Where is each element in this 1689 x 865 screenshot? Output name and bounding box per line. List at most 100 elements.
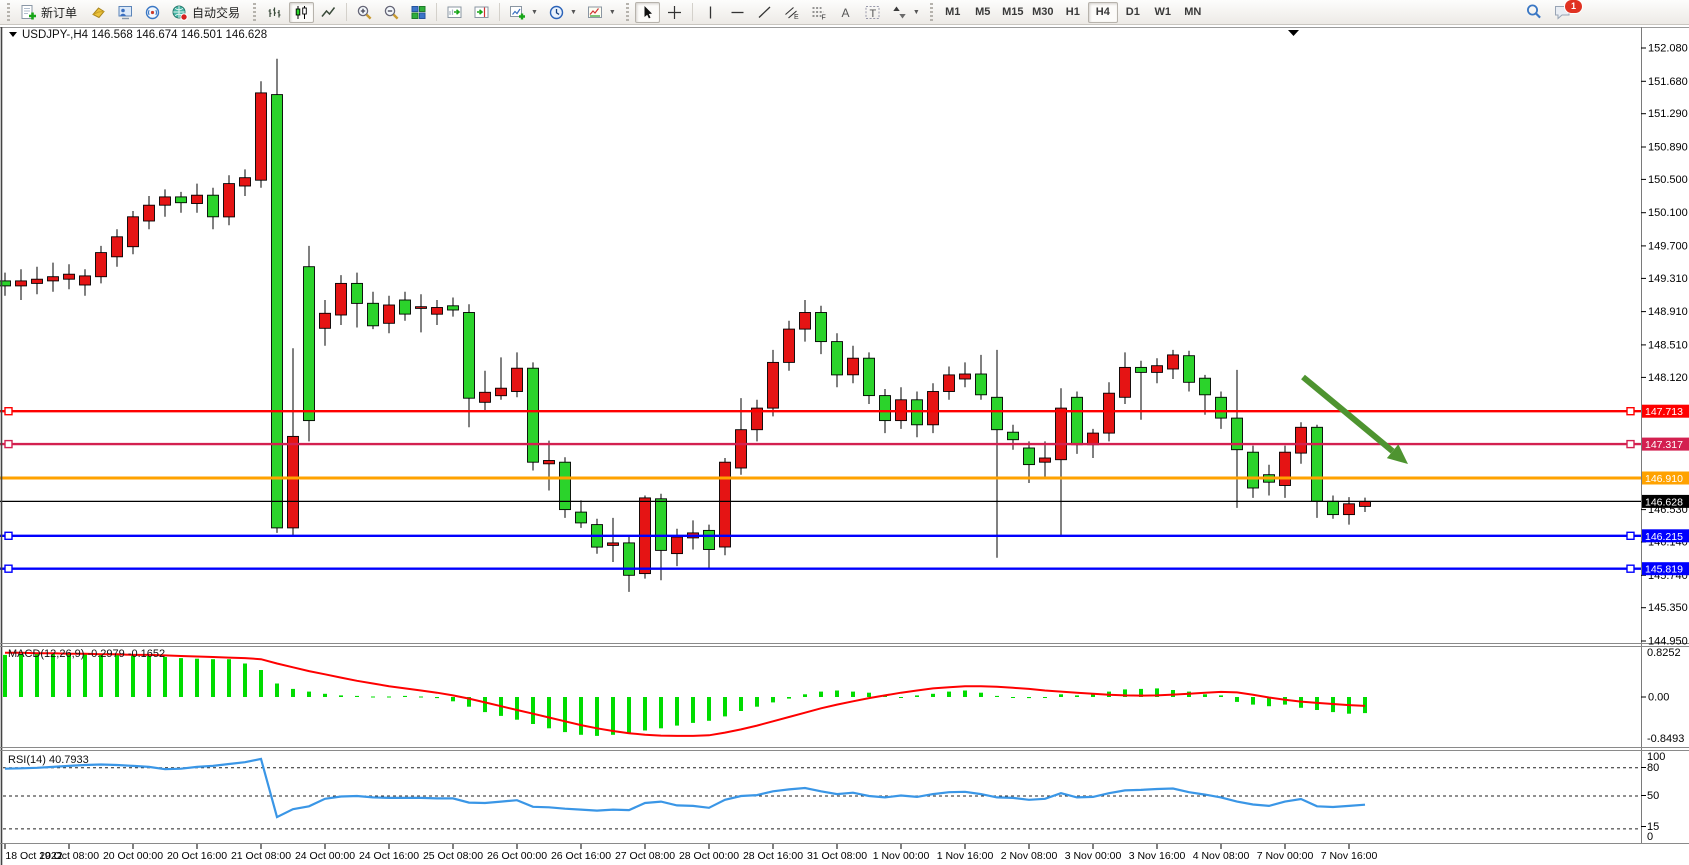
navigator-button[interactable] xyxy=(140,2,165,23)
line-chart-icon xyxy=(321,6,336,17)
zoom-in-button[interactable] xyxy=(352,2,377,23)
fibonacci-icon: F xyxy=(812,7,826,21)
horizontal-line-147.317[interactable] xyxy=(0,439,1641,449)
svg-text:149.700: 149.700 xyxy=(1648,240,1688,252)
candlestick-chart-button[interactable] xyxy=(289,1,315,23)
timeframe-m15[interactable]: M15 xyxy=(998,2,1028,23)
svg-text:20 Oct 00:00: 20 Oct 00:00 xyxy=(103,850,163,862)
rsi-label: RSI(14) 40.7933 xyxy=(8,754,89,766)
new-order-button[interactable]: 新订单 xyxy=(16,2,84,23)
market-watch-icon xyxy=(92,6,105,18)
arrows-dropdown[interactable]: ▼ xyxy=(887,2,924,23)
new-order-icon xyxy=(21,4,36,19)
horizontal-line-icon xyxy=(731,11,744,13)
tile-windows-icon xyxy=(411,5,426,19)
market-watch-button[interactable] xyxy=(86,2,111,23)
svg-text:50: 50 xyxy=(1647,790,1659,802)
svg-text:146.215: 146.215 xyxy=(1645,531,1683,543)
text-button[interactable]: A xyxy=(833,2,858,23)
chart-title: USDJPY-,H4 146.568 146.674 146.501 146.6… xyxy=(22,29,267,41)
candlestick-series xyxy=(0,58,1371,592)
equidistant-channel-icon: E xyxy=(784,6,799,21)
candlestick-chart-icon xyxy=(295,5,307,19)
svg-text:150.500: 150.500 xyxy=(1648,174,1688,186)
search-button[interactable] xyxy=(1521,2,1547,23)
chevron-down-icon: ▼ xyxy=(531,8,538,16)
vertical-line-icon xyxy=(709,6,711,18)
timeframe-mn[interactable]: MN xyxy=(1178,2,1208,23)
equidistant-channel-button[interactable]: E xyxy=(779,2,804,23)
cursor-button[interactable] xyxy=(634,1,660,23)
cursor-icon xyxy=(644,5,652,18)
chart-labels: USDJPY-,H4 146.568 146.674 146.501 146.6… xyxy=(8,29,1299,766)
svg-text:18 Oct 2022: 18 Oct 2022 xyxy=(5,850,62,862)
zoom-out-button[interactable] xyxy=(379,2,404,23)
timeframe-m5[interactable]: M5 xyxy=(968,2,998,23)
toolbar: 新订单 xyxy=(0,0,1689,25)
horizontal-line-146.215[interactable] xyxy=(0,531,1641,540)
timeframe-h1[interactable]: H1 xyxy=(1058,2,1088,23)
vertical-line-button[interactable] xyxy=(698,2,723,23)
svg-text:7 Nov 00:00: 7 Nov 00:00 xyxy=(1257,850,1314,862)
horizontal-line-button[interactable] xyxy=(725,2,750,23)
trend-arrow-annotation[interactable] xyxy=(1301,374,1408,464)
svg-text:148.120: 148.120 xyxy=(1648,372,1688,384)
auto-scroll-button[interactable] xyxy=(442,2,467,23)
svg-text:24 Oct 00:00: 24 Oct 00:00 xyxy=(295,850,355,862)
line-chart-button[interactable] xyxy=(316,2,341,23)
svg-text:3 Nov 16:00: 3 Nov 16:00 xyxy=(1129,850,1186,862)
templates-dropdown[interactable]: ▼ xyxy=(583,2,620,23)
svg-text:80: 80 xyxy=(1647,762,1659,774)
svg-text:151.680: 151.680 xyxy=(1648,76,1688,88)
timeframe-m1[interactable]: M1 xyxy=(938,2,968,23)
periods-dropdown[interactable]: ▼ xyxy=(544,2,581,23)
trendline-button[interactable] xyxy=(752,2,777,23)
horizontal-line-145.819[interactable] xyxy=(0,564,1641,573)
autotrading-button[interactable]: 自动交易 xyxy=(167,2,247,23)
new-chart-icon xyxy=(510,5,526,19)
toolbar-grip[interactable] xyxy=(625,3,629,21)
crosshair-button[interactable] xyxy=(662,2,687,23)
svg-text:147.713: 147.713 xyxy=(1645,406,1683,418)
price-axis[interactable]: 152.080 151.680 151.290 150.890 150.500 150.1… xyxy=(1641,43,1689,844)
svg-text:21 Oct 08:00: 21 Oct 08:00 xyxy=(231,850,291,862)
toolbar-grip[interactable] xyxy=(7,3,10,21)
chart-expand-arrow[interactable] xyxy=(1288,30,1299,36)
timeframe-group: M1 M5 M15 M30 H1 H4 D1 W1 MN xyxy=(938,1,1208,23)
autotrading-icon xyxy=(172,5,188,21)
svg-text:20 Oct 16:00: 20 Oct 16:00 xyxy=(167,850,227,862)
data-window-button[interactable] xyxy=(113,2,138,23)
svg-text:145.819: 145.819 xyxy=(1645,564,1683,576)
text-label-button[interactable]: T xyxy=(860,2,885,23)
toolbar-grip[interactable] xyxy=(929,3,933,21)
text-label-icon: T xyxy=(865,5,880,20)
horizontal-line-147.713[interactable] xyxy=(0,407,1641,416)
panel-separator[interactable] xyxy=(0,643,1689,844)
bar-chart-button[interactable] xyxy=(262,2,287,23)
notification-badge[interactable]: 1 xyxy=(1564,0,1583,14)
svg-text:146.628: 146.628 xyxy=(1645,496,1683,508)
svg-text:145.350: 145.350 xyxy=(1648,602,1688,614)
timeframe-h4[interactable]: H4 xyxy=(1087,1,1118,23)
search-icon xyxy=(1527,4,1541,19)
timeframe-w1[interactable]: W1 xyxy=(1148,2,1178,23)
symbol-dropdown-arrow[interactable] xyxy=(9,32,17,37)
svg-text:F: F xyxy=(821,14,825,21)
svg-text:0.8252: 0.8252 xyxy=(1647,647,1681,659)
svg-text:100: 100 xyxy=(1647,751,1665,763)
chart-shift-button[interactable] xyxy=(469,2,494,23)
fibonacci-button[interactable]: F xyxy=(806,2,831,23)
chevron-down-icon: ▼ xyxy=(569,8,577,16)
tile-windows-button[interactable] xyxy=(406,2,431,23)
svg-text:148.510: 148.510 xyxy=(1648,339,1688,351)
chevron-down-icon: ▼ xyxy=(608,8,616,16)
timeframe-m30[interactable]: M30 xyxy=(1028,2,1058,23)
navigator-icon xyxy=(145,5,160,19)
new-chart-dropdown[interactable]: ▼ xyxy=(505,2,542,23)
timeframe-d1[interactable]: D1 xyxy=(1118,2,1148,23)
toolbar-grip[interactable] xyxy=(253,3,257,21)
